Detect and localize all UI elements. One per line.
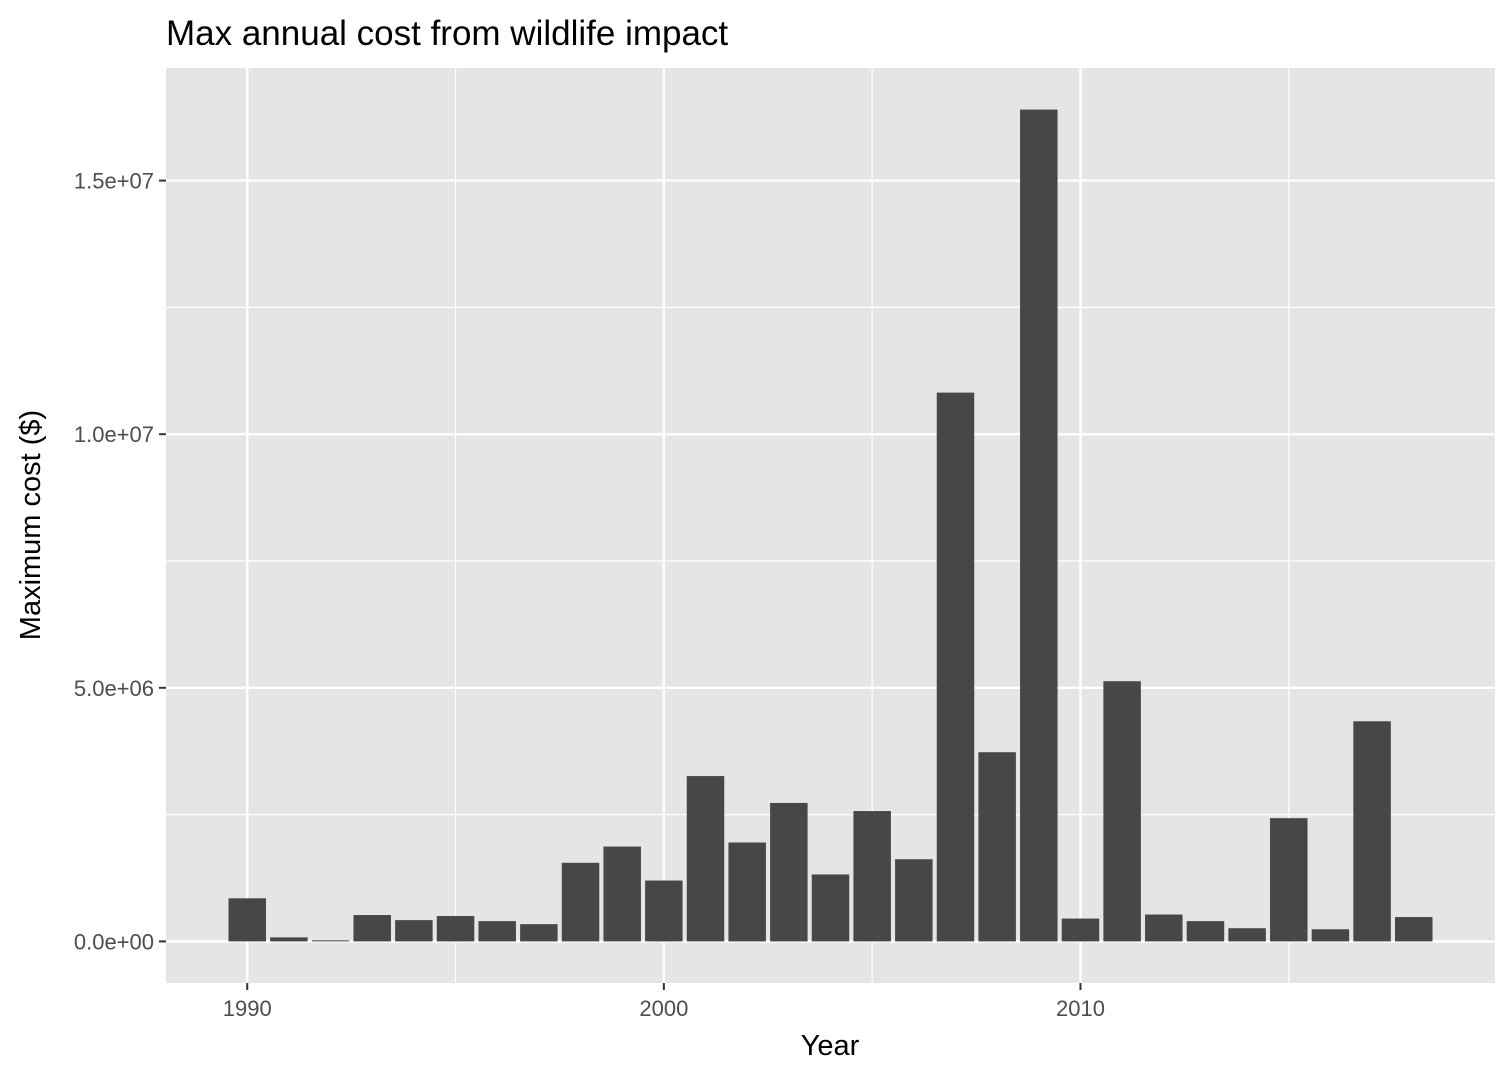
major-gridlines (166, 68, 1495, 983)
bar-2014 (1228, 928, 1266, 942)
bar-1999 (603, 846, 641, 942)
y-axis: 0.0e+00 5.0e+06 1.0e+07 1.5e+07 (74, 169, 166, 954)
x-axis: 1990 2000 2010 (223, 983, 1105, 1021)
bar-2004 (811, 874, 850, 942)
chart-title: Max annual cost from wildlife impact (166, 14, 728, 53)
bar-2018 (1395, 917, 1433, 942)
bar-2009 (1020, 109, 1058, 942)
bar-1997 (520, 924, 558, 942)
bar-1993 (353, 915, 391, 942)
x-axis-title: Year (801, 1030, 860, 1062)
y-tick-label: 0.0e+00 (74, 929, 154, 954)
bar-2001 (686, 776, 725, 942)
bar-1994 (395, 920, 433, 942)
bar-2003 (770, 802, 808, 942)
bar-2016 (1311, 929, 1350, 942)
bar-2012 (1145, 914, 1183, 942)
bar-2017 (1353, 721, 1391, 942)
bar-1996 (478, 921, 516, 942)
bar-2006 (895, 859, 933, 942)
bar-1990 (228, 898, 266, 942)
bar-2015 (1270, 818, 1308, 942)
bar-2000 (645, 880, 683, 942)
bar-2007 (936, 392, 975, 942)
x-tick-label: 2010 (1056, 996, 1105, 1021)
y-tick-label: 1.5e+07 (74, 169, 154, 194)
y-tick-label: 5.0e+06 (74, 676, 154, 701)
y-tick-label: 1.0e+07 (74, 422, 154, 447)
bar-2013 (1186, 921, 1225, 942)
bar-2005 (853, 811, 891, 942)
bars (228, 109, 1433, 942)
bar-2011 (1103, 681, 1141, 942)
x-tick-label: 1990 (223, 996, 272, 1021)
bar-1992 (311, 940, 350, 942)
bar-2010 (1061, 918, 1100, 942)
bar-1991 (270, 937, 308, 942)
bar-1995 (436, 916, 475, 942)
x-tick-label: 2000 (639, 996, 688, 1021)
bar-2008 (978, 752, 1016, 942)
bar-1998 (561, 862, 600, 942)
bar-2002 (728, 842, 766, 942)
y-axis-title: Maximum cost ($) (15, 410, 47, 640)
